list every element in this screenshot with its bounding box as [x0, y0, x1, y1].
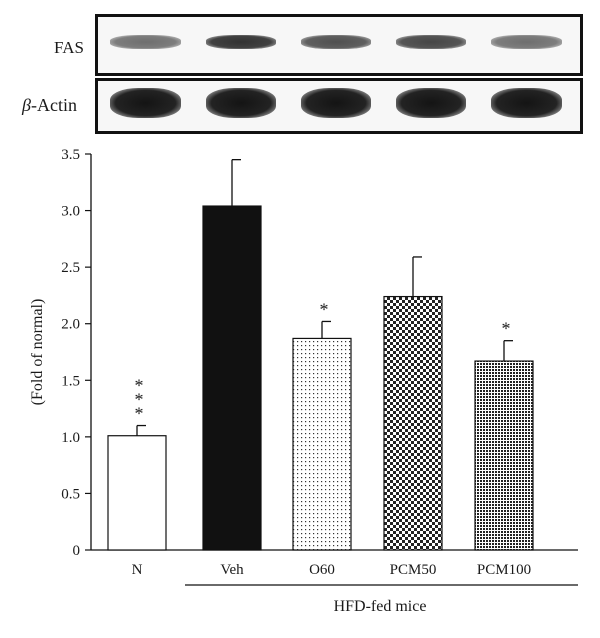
significance-marker: * — [502, 319, 511, 339]
y-tick-label: 0 — [73, 543, 81, 559]
significance-marker: * — [135, 376, 144, 396]
x-tick-label: Veh — [220, 562, 244, 578]
x-tick-label: PCM100 — [477, 562, 531, 578]
y-axis-label: (Fold of normal) — [29, 299, 46, 406]
significance-marker: * — [135, 404, 144, 424]
fas-blot-image — [95, 14, 583, 76]
actin-band — [395, 88, 467, 118]
bar-o60 — [292, 337, 352, 551]
actin-blot-image — [95, 78, 583, 134]
actin-band — [110, 88, 181, 118]
y-tick-label: 2.5 — [61, 260, 80, 276]
fas-band — [300, 35, 372, 49]
fas-blot-label: FAS — [54, 38, 84, 57]
fas-band — [205, 35, 276, 49]
bar-pcm50 — [383, 295, 443, 551]
actin-blot-label: β-Actin — [22, 95, 77, 116]
x-tick-label: PCM50 — [390, 562, 437, 578]
actin-band — [491, 88, 562, 118]
actin-beta-symbol: β — [22, 95, 31, 115]
y-tick-label: 0.5 — [61, 486, 80, 502]
fas-band — [491, 35, 562, 49]
y-tick-label: 2.0 — [61, 317, 80, 333]
actin-band — [205, 88, 276, 118]
fas-band — [395, 35, 467, 49]
significance-marker: * — [320, 299, 329, 319]
chart-bars — [107, 159, 534, 551]
y-tick-label: 1.0 — [61, 430, 80, 446]
y-tick-label: 3.0 — [61, 204, 80, 220]
actin-label-text: -Actin — [30, 95, 77, 115]
group-label: HFD-fed mice — [334, 598, 427, 615]
x-tick-label: N — [132, 562, 143, 578]
actin-band — [300, 88, 372, 118]
bar-pcm100 — [474, 360, 534, 551]
bar-n — [107, 435, 167, 551]
fas-band — [110, 35, 181, 49]
y-tick-label: 1.5 — [61, 373, 80, 389]
y-tick-label: 3.5 — [61, 147, 80, 163]
significance-marker: * — [135, 390, 144, 410]
x-tick-label: O60 — [309, 562, 335, 578]
bar-veh — [202, 205, 262, 551]
chart-labels: 00.51.01.52.02.53.03.5(Fold of normal)**… — [29, 147, 531, 615]
